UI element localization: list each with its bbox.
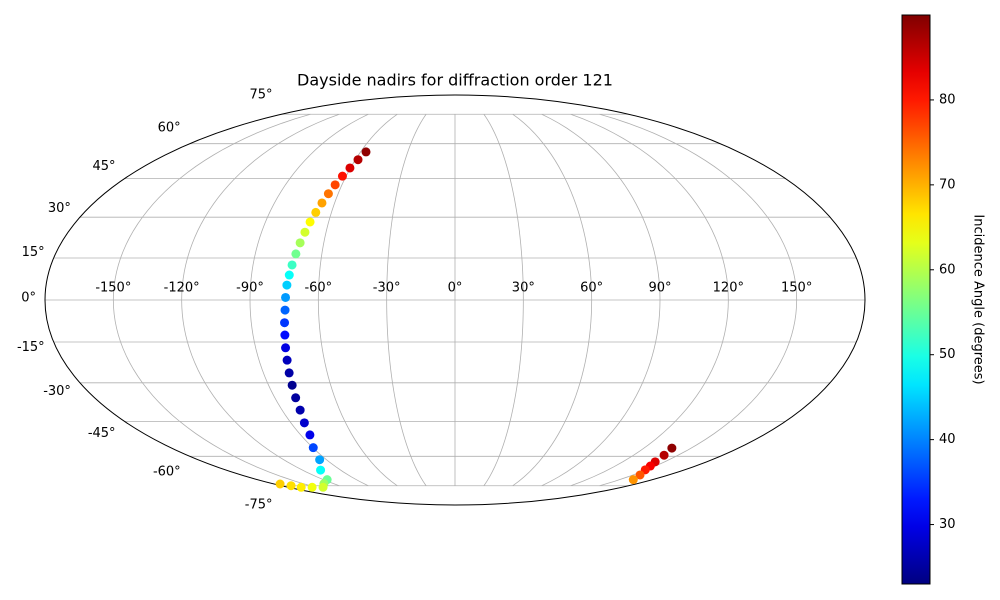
data-point — [305, 217, 315, 227]
data-point — [316, 465, 326, 475]
data-point — [300, 227, 310, 237]
data-point — [296, 482, 306, 492]
data-point — [361, 147, 371, 157]
y-tick-label: -30° — [43, 384, 71, 399]
data-point — [281, 343, 291, 353]
data-point — [284, 270, 294, 280]
data-point — [323, 189, 333, 199]
y-tick-label: 45° — [93, 159, 116, 174]
data-point — [345, 163, 355, 173]
data-point — [280, 330, 290, 340]
data-point — [628, 475, 638, 485]
data-point — [318, 482, 328, 492]
y-tick-label: 60° — [158, 120, 181, 135]
grid-line — [512, 113, 593, 487]
data-point — [315, 455, 325, 465]
data-point — [635, 470, 645, 480]
data-point — [287, 380, 297, 390]
chart-title: Dayside nadirs for diffraction order 121 — [297, 71, 613, 90]
data-point — [282, 355, 292, 365]
grid-line — [249, 113, 369, 487]
y-tick-label: 15° — [22, 245, 45, 260]
data-point — [280, 318, 290, 328]
colorbar-tick-label: 80 — [939, 92, 956, 107]
y-tick-label: -45° — [88, 426, 116, 441]
data-point — [291, 393, 301, 403]
grid-line — [112, 113, 311, 487]
colorbar — [901, 14, 931, 585]
x-tick-label: 90° — [648, 281, 671, 296]
grid-line — [541, 113, 661, 487]
x-tick-label: -150° — [95, 281, 131, 296]
data-point — [305, 430, 315, 440]
grid-line — [386, 114, 427, 486]
colorbar-tick-label: 40 — [939, 432, 956, 447]
map-border — [44, 94, 866, 506]
data-point — [286, 481, 296, 491]
data-point — [281, 292, 291, 302]
data-point — [307, 482, 317, 492]
y-tick-label: -75° — [245, 497, 273, 512]
colorbar-tick-label: 60 — [939, 262, 956, 277]
data-point — [659, 450, 669, 460]
x-tick-label: -30° — [373, 281, 401, 296]
y-tick-label: 30° — [48, 201, 71, 216]
y-tick-label: -60° — [153, 465, 181, 480]
y-tick-label: 75° — [249, 88, 272, 103]
grid-line — [570, 113, 729, 487]
data-point — [311, 207, 321, 217]
grid-line — [599, 113, 798, 487]
data-point — [280, 305, 290, 315]
x-tick-label: 0° — [448, 281, 463, 296]
data-point — [299, 418, 309, 428]
data-point — [282, 280, 292, 290]
x-tick-label: -60° — [304, 281, 332, 296]
data-point — [330, 180, 340, 190]
data-point — [295, 405, 305, 415]
data-point — [275, 479, 285, 489]
x-tick-label: 60° — [580, 281, 603, 296]
y-tick-label: -15° — [17, 340, 45, 355]
data-point — [295, 238, 305, 248]
data-point — [317, 198, 327, 208]
data-point — [353, 155, 363, 165]
grid-line — [483, 114, 524, 486]
colorbar-label: Incidence Angle (degrees) — [971, 214, 986, 384]
y-tick-label: 0° — [21, 291, 36, 306]
x-tick-label: -90° — [236, 281, 264, 296]
colorbar-tick-label: 30 — [939, 517, 956, 532]
data-point — [308, 443, 318, 453]
x-tick-label: -120° — [164, 281, 200, 296]
grid-line — [181, 113, 340, 487]
data-point — [287, 260, 297, 270]
data-point — [291, 249, 301, 259]
x-tick-label: 150° — [781, 281, 812, 296]
data-point — [284, 368, 294, 378]
x-tick-label: 120° — [713, 281, 744, 296]
x-tick-label: 30° — [512, 281, 535, 296]
data-point — [337, 171, 347, 181]
data-point — [667, 443, 677, 453]
colorbar-tick-label: 70 — [939, 177, 956, 192]
colorbar-tick-label: 50 — [939, 347, 956, 362]
